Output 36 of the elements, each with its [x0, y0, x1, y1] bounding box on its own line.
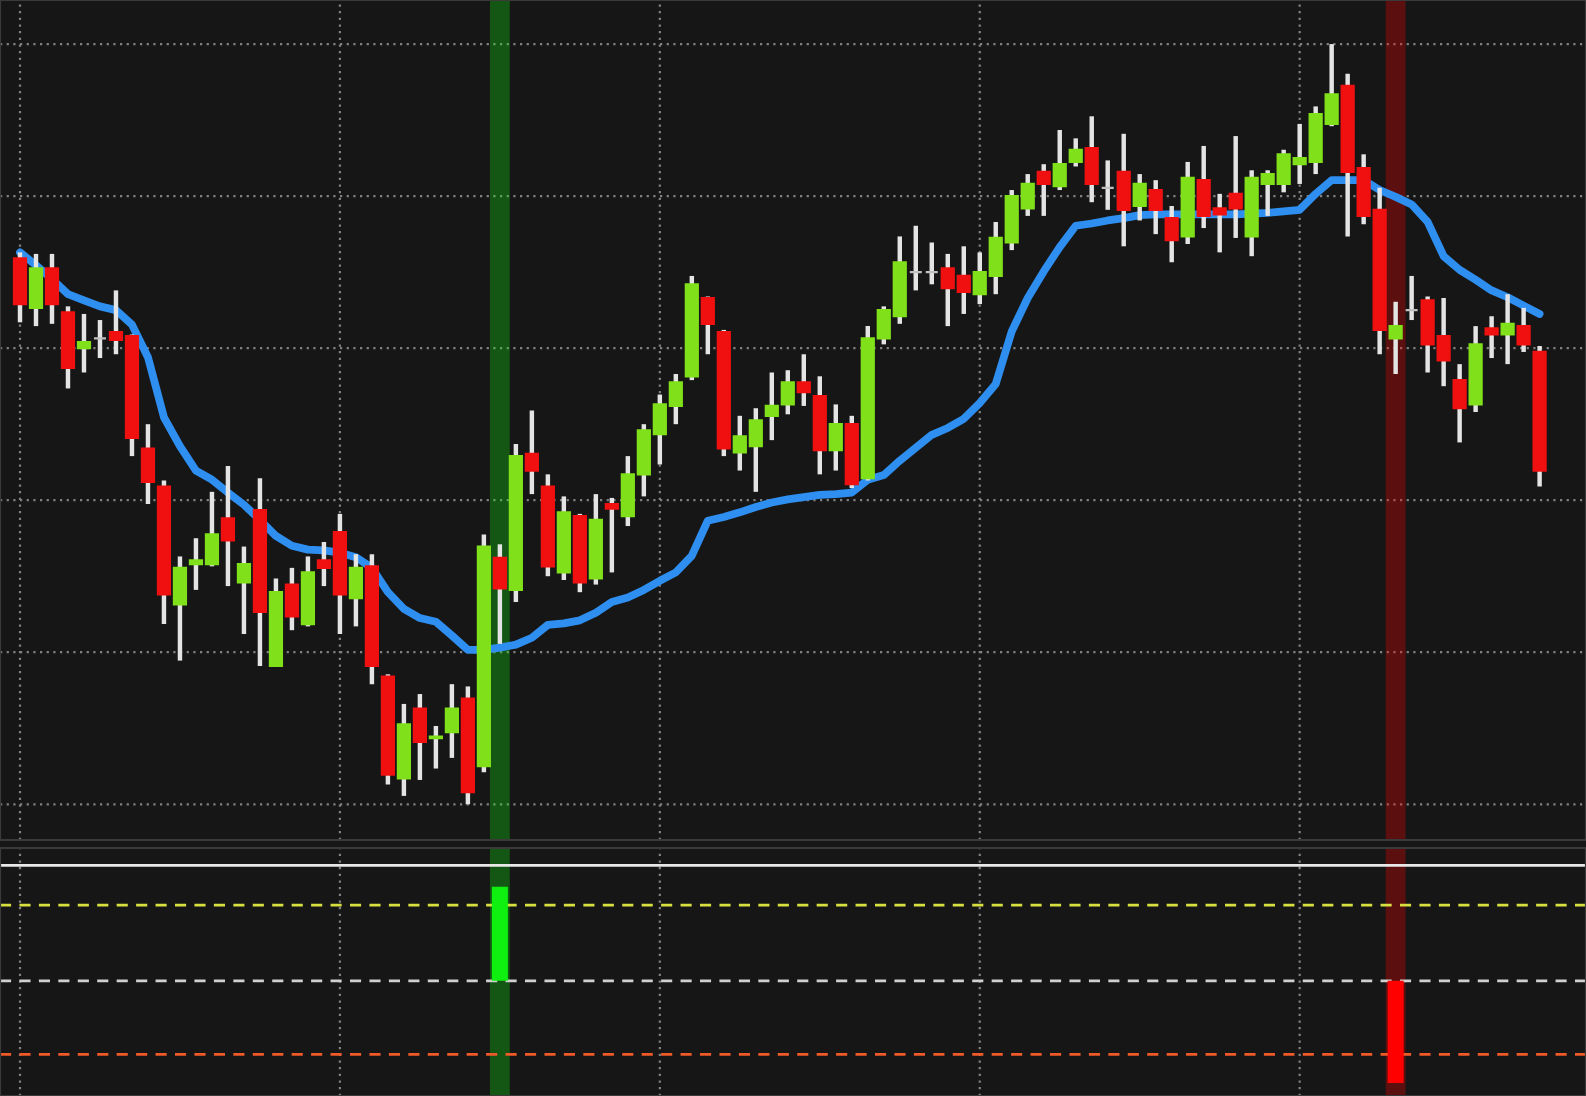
candlestick: [796, 352, 811, 409]
candlestick: [1148, 177, 1163, 237]
candlestick: [924, 240, 939, 287]
candlestick: [1036, 161, 1051, 219]
candlestick: [1484, 314, 1499, 361]
candlestick: [700, 294, 715, 357]
candlestick: [1452, 361, 1467, 445]
candlestick: [1068, 136, 1083, 169]
candlestick: [1404, 273, 1419, 323]
candlestick: [1388, 299, 1403, 377]
candlestick: [44, 251, 60, 327]
candlestick: [604, 495, 619, 575]
candlestick: [492, 542, 507, 647]
candlestick: [140, 421, 156, 507]
candlestick: [76, 311, 92, 375]
candlestick: [172, 554, 188, 663]
candlestick: [828, 402, 843, 473]
candlestick: [92, 317, 108, 361]
candlestick: [28, 251, 44, 329]
candlestick: [348, 551, 364, 629]
candlestick: [1116, 131, 1131, 249]
candlestick: [908, 223, 923, 293]
candlestick: [1100, 158, 1115, 213]
candlestick: [1164, 203, 1179, 265]
candlestick: [444, 681, 459, 761]
candlestick: [284, 565, 300, 633]
candlestick: [524, 408, 539, 497]
candlestick: [12, 250, 28, 325]
candlestick: [1132, 171, 1147, 223]
candlestick: [1084, 114, 1099, 205]
candlestick: [412, 691, 427, 783]
candlestick: [1052, 127, 1067, 193]
candlestick: [1500, 291, 1515, 367]
candlestick: [236, 544, 252, 637]
candlestick: [1516, 305, 1531, 355]
candlestick: [220, 463, 236, 589]
